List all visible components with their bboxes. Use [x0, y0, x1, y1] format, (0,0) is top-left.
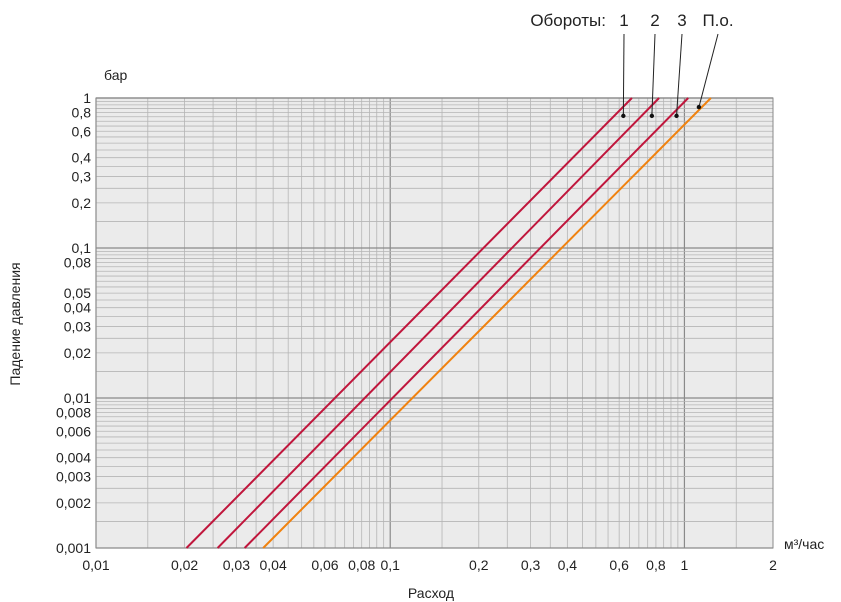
x-tick-label: 0,06 [311, 557, 338, 573]
y-tick-label: 0,05 [64, 285, 91, 301]
legend-entry: 2 [650, 11, 659, 30]
x-tick-label: 0,1 [380, 557, 400, 573]
y-tick-label: 0,008 [56, 405, 91, 421]
y-tick-label: 0,08 [64, 255, 91, 271]
y-axis-label: Падение давления [7, 262, 23, 385]
y-tick-label: 0,01 [64, 390, 91, 406]
x-tick-label: 0,04 [260, 557, 287, 573]
legend-title: Обороты: [530, 11, 606, 30]
x-tick-label: 0,02 [171, 557, 198, 573]
legend-entry: П.о. [702, 11, 733, 30]
y-tick-label: 0,4 [72, 150, 92, 166]
y-tick-label: 1 [83, 90, 91, 106]
legend-entry: 1 [619, 11, 628, 30]
y-tick-label: 0,03 [64, 318, 91, 334]
x-tick-label: 0,01 [82, 557, 109, 573]
y-tick-label: 0,006 [56, 423, 91, 439]
x-tick-label: 0,6 [609, 557, 629, 573]
legend-leader-line [622, 33, 625, 116]
x-tick-labels: 0,01 0,02 0,03 0,04 0,06 0,08 0,1 0,2 0,3 0,4 0,6 0… [82, 557, 777, 573]
series-lines [185, 97, 712, 549]
series-line [243, 97, 689, 549]
y-unit-label: бар [104, 67, 127, 83]
plot-background [96, 98, 773, 548]
series-line [262, 97, 712, 549]
series-line [185, 97, 633, 549]
y-tick-label: 0,004 [56, 450, 91, 466]
x-tick-label: 0,2 [469, 557, 489, 573]
x-tick-label: 0,3 [521, 557, 541, 573]
grid [95, 97, 774, 549]
x-axis-label: Расход [408, 585, 454, 601]
x-unit-label: м³/час [784, 536, 824, 552]
y-tick-label: 0,8 [72, 105, 92, 121]
x-tick-label: 0,4 [558, 557, 578, 573]
y-tick-label: 0,001 [56, 540, 91, 556]
legend-marker-dot [649, 113, 655, 119]
legend-leader-line [676, 33, 683, 116]
y-tick-label: 0,6 [72, 123, 92, 139]
y-tick-label: 0,04 [64, 300, 91, 316]
y-tick-label: 0,02 [64, 345, 91, 361]
y-tick-label: 0,3 [72, 168, 92, 184]
legend-marker-dot [621, 113, 626, 119]
y-tick-label: 0,1 [72, 240, 92, 256]
y-tick-label: 0,002 [56, 495, 91, 511]
legend-leader-line [698, 33, 719, 108]
y-tick-label: 0,003 [56, 468, 91, 484]
legend: 1 2 3 П.о. Обороты: [530, 11, 734, 119]
legend-marker-dot [674, 113, 679, 119]
y-tick-label: 0,2 [72, 195, 92, 211]
x-tick-label: 0,03 [223, 557, 250, 573]
series-line [216, 97, 660, 549]
legend-marker-dot [696, 104, 702, 110]
legend-entry: 3 [677, 11, 686, 30]
x-tick-label: 1 [681, 557, 689, 573]
plot-frame [95, 97, 774, 549]
x-tick-label: 2 [769, 557, 777, 573]
x-tick-label: 0,8 [646, 557, 666, 573]
x-tick-label: 0,08 [348, 557, 375, 573]
legend-leader-line [651, 33, 656, 116]
